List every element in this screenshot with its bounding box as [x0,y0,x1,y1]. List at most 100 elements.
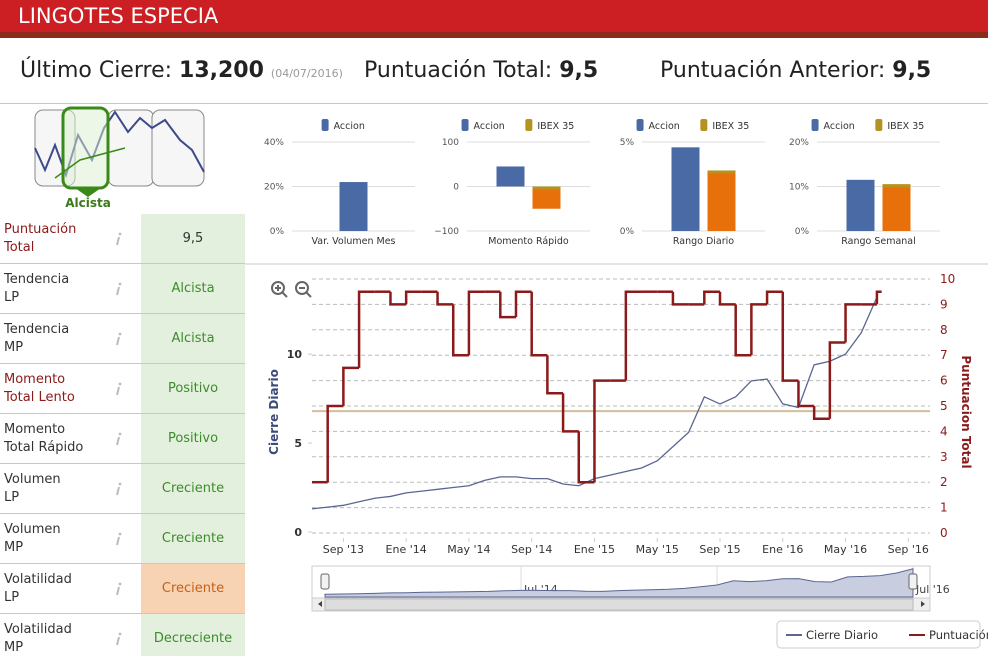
y2-tick-label: 9 [940,297,948,311]
legend-swatch [461,119,469,131]
scroll-left[interactable] [318,601,322,607]
bar-cap [532,186,561,190]
x-tick-label: Ene '14 [386,543,427,556]
navigator-tick-label: Jul '16 [915,583,950,596]
legend-label: Accion [824,121,855,132]
zoom-in[interactable] [271,281,285,295]
info-dot [118,282,122,286]
y2-tick-label: 0 [940,526,948,540]
y2-tick-label: 7 [940,348,948,362]
info-stem [116,286,120,296]
summary-label: Último Cierre: [20,58,173,83]
summary-value: 13,200 [179,58,264,83]
info-icon[interactable] [114,482,124,496]
zoom-out[interactable] [295,281,309,295]
step-segment [703,290,720,305]
row-label-line: Momento [4,372,66,387]
legend-label: IBEX 35 [537,121,574,132]
legend-swatch [636,119,644,131]
y2-axis-title: Puntuacion Total [959,355,973,468]
row-label-line: MP [4,540,24,555]
info-dot [118,482,122,486]
y2-tick-label: 2 [940,475,948,489]
x-tick-label: Rango Diario [673,236,734,247]
icon-line [34,110,205,179]
summary-label: Puntuación Total: [364,58,553,83]
icon-box [151,109,205,187]
info-dot [118,632,122,636]
y-tick-label: 0 [453,183,459,193]
step-segment [750,303,768,356]
summary-date: (04/07/2016) [270,67,343,80]
y-tick-label: −100 [434,227,459,237]
bar [882,184,911,231]
legend-swatch [525,119,533,131]
info-stem [116,386,120,396]
bar-cap [882,184,911,188]
navigator-handle[interactable] [320,573,330,590]
zoom-in[interactable] [281,291,288,298]
x-tick-label: Momento Rápido [488,236,569,247]
indicator-table: Puntuación Total 9,5 Tendencia LP Alcista Tend… [0,214,245,656]
x-tick-label: Sep '14 [511,543,552,556]
summary-label: Puntuación Anterior: [660,58,886,83]
step-segment [326,404,344,483]
total-score: Puntuación Total: 9,5 [364,58,598,83]
step-segment [546,355,564,395]
row-value: 9,5 [141,214,245,263]
row-label-line: Tendencia [4,322,70,337]
y-tick-label: 0 [294,526,302,539]
info-icon[interactable] [114,532,124,546]
info-icon[interactable] [114,432,124,446]
table-row: Momento Total Lento Positivo [0,364,245,414]
info-icon[interactable] [114,382,124,396]
x-tick-label: Sep '15 [699,543,740,556]
row-label: Momento Total Rápido [4,421,83,457]
step-segment [718,291,736,306]
row-label-line: LP [4,290,20,305]
row-label: Puntuación Total [4,221,76,257]
table-row: Momento Total Rápido Positivo [0,414,245,464]
row-label: Volumen MP [4,521,61,557]
step-segment [593,379,611,483]
bar [532,186,561,209]
info-icon[interactable] [114,582,124,596]
info-icon[interactable] [114,282,124,296]
legend-box [776,620,981,649]
table-row: Puntuación Total 9,5 [0,214,245,264]
step-segment [844,303,862,343]
scrollbar-thumb[interactable] [324,598,914,611]
x-tick-label: May '14 [447,543,490,556]
row-label-line: LP [4,490,20,505]
x-tick-label: Rango Semanal [841,236,916,247]
icon-pointer [75,188,101,197]
table-row: Volumen MP Creciente [0,514,245,564]
info-stem [116,486,120,496]
legend-swatch [875,119,883,131]
step-segment [499,291,516,319]
row-label-line: Volumen [4,522,61,537]
row-value: Creciente [141,564,245,613]
info-icon[interactable] [114,332,124,346]
row-label-line: Total [4,240,35,255]
scroll-right[interactable] [921,601,925,607]
y-tick-label: 10% [789,183,809,193]
y-tick-label: 100 [442,138,459,148]
row-value: Decreciente [141,614,245,656]
legend-swatch [321,119,329,131]
y2-tick-label: 4 [940,424,948,438]
row-value: Positivo [141,414,245,463]
navigator-handle[interactable] [908,573,918,590]
zoom-buttons[interactable] [271,281,312,298]
step-segment [342,366,360,406]
info-icon[interactable] [114,632,124,646]
y-tick-label: 5 [294,437,302,450]
step-segment [514,290,532,318]
info-dot [118,532,122,536]
step-segment [875,290,882,305]
info-icon[interactable] [114,232,124,246]
x-tick-label: Var. Volumen Mes [311,236,395,247]
step-segment [797,380,815,408]
zoom-out[interactable] [305,291,312,298]
